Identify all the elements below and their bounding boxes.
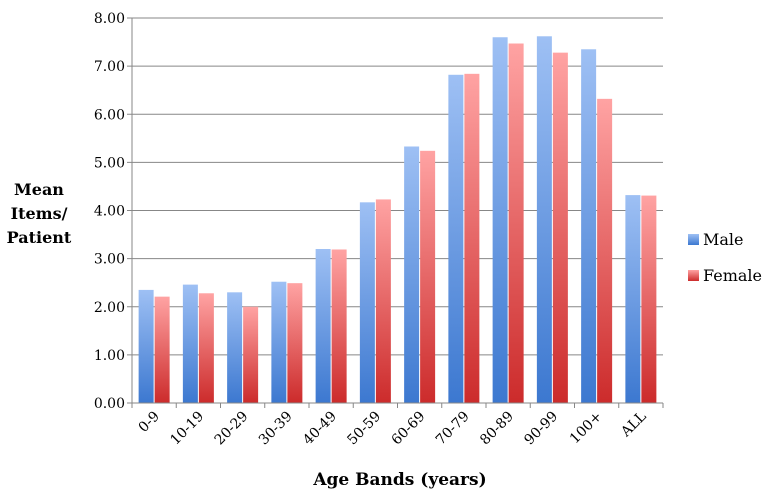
y-tick-label: 5.00: [94, 155, 125, 171]
x-tick-label: 80-89: [477, 409, 517, 449]
bar-male-30-39: [271, 281, 287, 403]
legend: Male Female: [688, 228, 762, 300]
y-tick-label: 7.00: [94, 59, 125, 75]
legend-item-male: Male: [688, 228, 762, 250]
y-tick-label: 8.00: [94, 11, 125, 27]
legend-swatch-female: [688, 269, 699, 281]
bar-male-0-9: [138, 289, 154, 403]
y-tick-label: 3.00: [94, 252, 125, 268]
bar-female-70-79: [464, 73, 480, 403]
x-tick-label: 0-9: [136, 409, 163, 436]
y-axis-label: Mean Items/ Patient: [0, 178, 78, 250]
bar-male-100+: [581, 49, 597, 403]
x-axis-label: Age Bands (years): [313, 470, 487, 490]
x-tick-label: 60-69: [389, 409, 429, 449]
bar-female-30-39: [287, 283, 303, 403]
y-tick-label: 1.00: [94, 348, 125, 364]
x-tick-labels: 0-9 10-19 20-29 30-39 40-49 50-59 60-69 70-79 80…: [136, 409, 650, 449]
bar-female-60-69: [420, 150, 436, 403]
bar-male-10-19: [182, 284, 198, 403]
x-tick-label: 100+: [567, 409, 606, 448]
axes: [131, 18, 664, 408]
bar-male-80-89: [492, 37, 508, 403]
y-tick-labels: 0.00 1.00 2.00 3.00 4.00 5.00 6.00 7.00 8.00: [94, 11, 125, 412]
x-tick-label: 70-79: [433, 409, 473, 449]
legend-swatch-male: [688, 233, 699, 245]
legend-item-female: Female: [688, 264, 762, 286]
x-tick-label: 40-49: [300, 409, 340, 449]
bar-female-100+: [597, 98, 613, 403]
bar-female-20-29: [243, 306, 259, 403]
bar-female-40-49: [331, 249, 347, 403]
x-tick-label: ALL: [617, 409, 649, 441]
x-tick-label: 90-99: [521, 409, 561, 449]
bar-female-10-19: [198, 293, 214, 403]
bar-female-80-89: [508, 43, 524, 403]
bar-male-60-69: [404, 146, 420, 403]
y-axis-label-line-3: Patient: [6, 228, 72, 247]
x-tick-label: 20-29: [212, 409, 252, 449]
x-tick-label: 50-59: [344, 409, 384, 449]
bar-female-90-99: [552, 52, 568, 404]
bar-male-70-79: [448, 74, 464, 403]
bar-male-40-49: [315, 249, 331, 403]
legend-label-female: Female: [703, 265, 762, 285]
bar-male-90-99: [536, 36, 552, 403]
bar-male-ALL: [625, 195, 641, 403]
x-tick-label: 30-39: [256, 409, 296, 449]
y-axis-label-line-1: Mean: [14, 180, 64, 199]
bar-male-20-29: [227, 292, 243, 403]
y-tick-label: 2.00: [94, 300, 125, 316]
y-axis-label-line-2: Items/: [10, 204, 68, 223]
bar-female-0-9: [154, 296, 170, 403]
bar-female-ALL: [641, 195, 657, 403]
y-tick-label: 4.00: [94, 204, 125, 220]
y-tick-label: 0.00: [94, 396, 125, 412]
x-tick-label: 10-19: [167, 409, 207, 449]
gridlines: [127, 17, 663, 404]
y-tick-label: 6.00: [94, 107, 125, 123]
bar-male-50-59: [359, 202, 375, 403]
bar-female-50-59: [375, 199, 391, 403]
bars: [138, 36, 657, 404]
legend-label-male: Male: [703, 229, 744, 249]
